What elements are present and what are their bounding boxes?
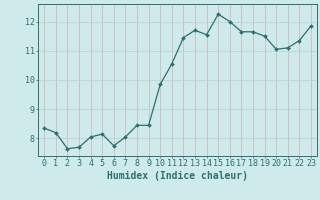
X-axis label: Humidex (Indice chaleur): Humidex (Indice chaleur) <box>107 171 248 181</box>
